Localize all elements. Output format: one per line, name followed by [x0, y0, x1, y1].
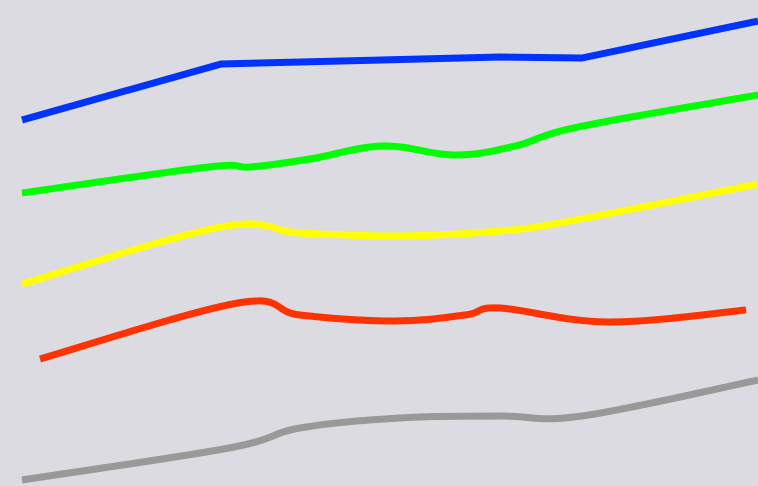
series-line-1 — [21, 17, 758, 124]
series-line-4 — [39, 297, 747, 363]
series-line-5 — [21, 376, 758, 484]
series-line-3 — [21, 180, 758, 288]
series-line-2 — [21, 91, 758, 197]
